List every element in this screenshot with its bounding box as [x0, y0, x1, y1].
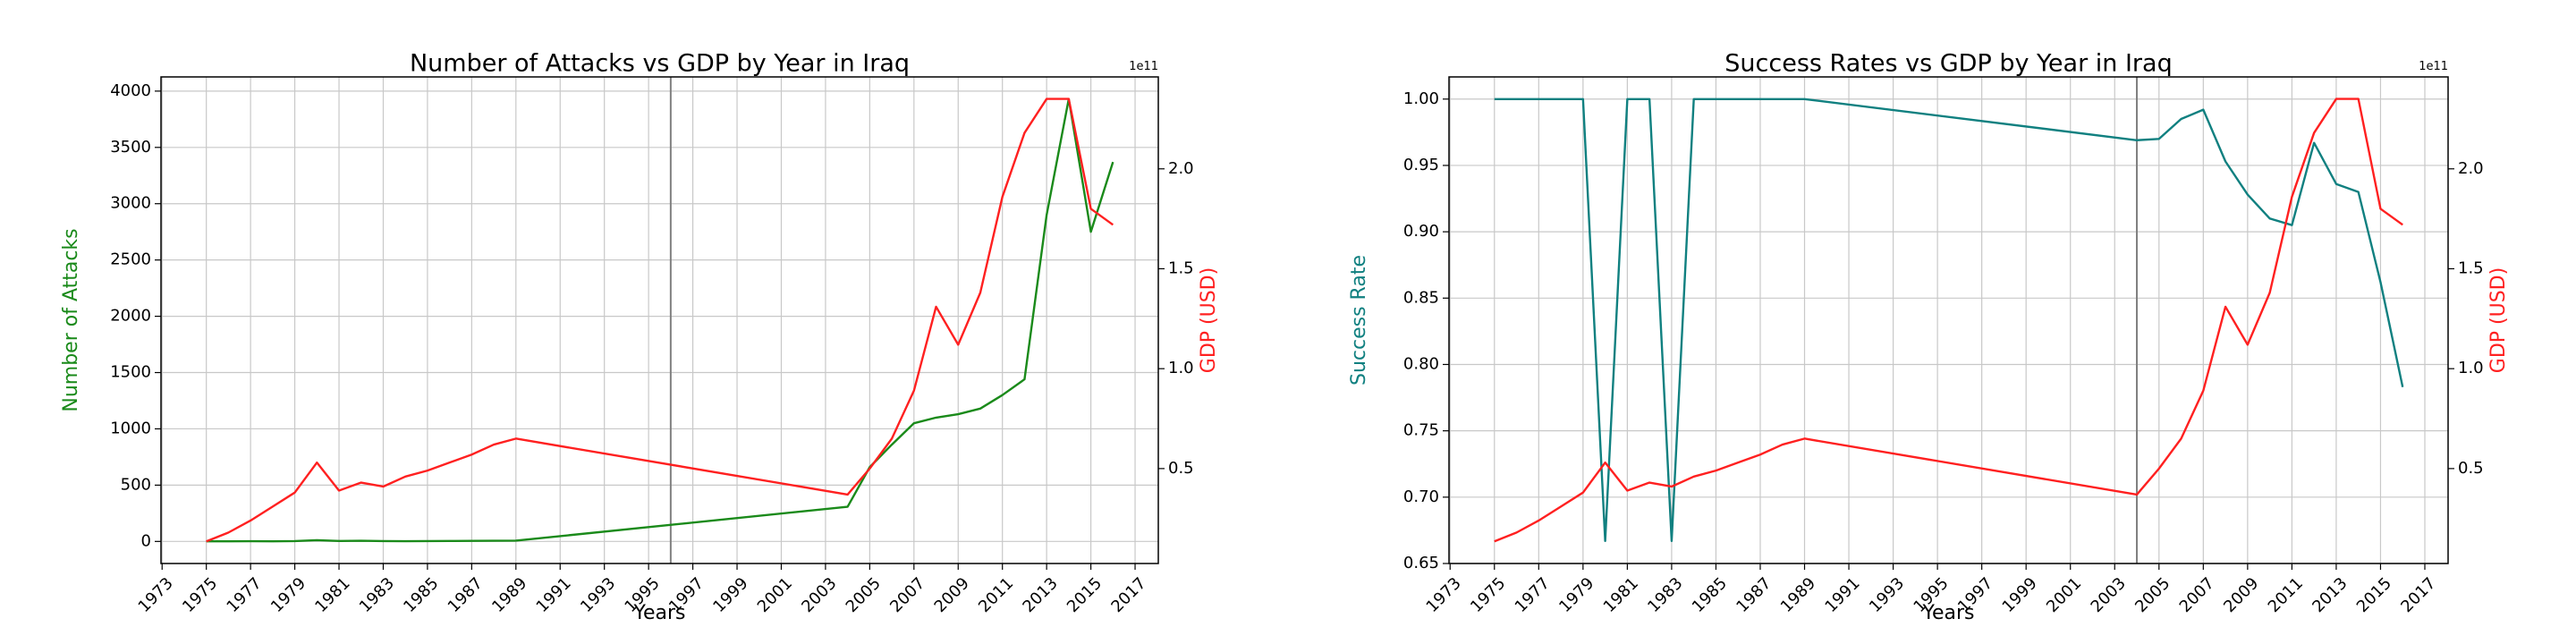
y-tick-label: 1.00	[1403, 89, 1439, 108]
x-tick-label: 2007	[2176, 574, 2218, 616]
y-tick-label: 4000	[110, 81, 151, 100]
x-tick-label: 1975	[1467, 574, 1509, 616]
x-tick-label: 1977	[223, 574, 265, 616]
chart-title: Number of Attacks vs GDP by Year in Iraq	[410, 50, 910, 78]
chart-title: Success Rates vs GDP by Year in Iraq	[1724, 50, 2172, 78]
y2-axis-label: GDP (USD)	[1198, 267, 1220, 373]
x-tick-label: 2015	[2353, 574, 2395, 616]
plot-frame	[160, 76, 1159, 564]
y2-tick-label: 1.5	[1168, 258, 1194, 277]
x-tick-label: 1981	[1600, 574, 1642, 616]
series-line	[206, 97, 1114, 543]
x-tick-label: 2003	[2088, 574, 2130, 616]
y2-tick-label: 1.0	[2458, 359, 2484, 377]
y-tick-label: 1000	[110, 419, 151, 437]
axis-offset: 1e11	[2419, 60, 2448, 73]
y-tick-label: 0.65	[1403, 554, 1439, 572]
x-tick-label: 1991	[533, 574, 575, 616]
y2-tick-label: 2.0	[2458, 159, 2484, 178]
x-tick-label: 1989	[1777, 574, 1819, 616]
x-tick-label: 1973	[1423, 574, 1465, 616]
x-tick-label: 1993	[1866, 574, 1908, 616]
axis-offset: 1e11	[1129, 60, 1158, 73]
y2-tick-label: 0.5	[2458, 459, 2484, 478]
y2-tick-label: 1.0	[1168, 359, 1194, 377]
x-tick-label: 1989	[488, 574, 530, 616]
y-tick-label: 3000	[110, 194, 151, 213]
x-tick-label: 2015	[1063, 574, 1106, 616]
x-tick-label: 2001	[2043, 574, 2085, 616]
series-line	[1494, 97, 2403, 543]
y-axis-label: Success Rate	[1348, 255, 1370, 386]
y-tick-label: 2500	[110, 250, 151, 269]
x-tick-label: 2009	[931, 574, 973, 616]
y-tick-label: 0.85	[1403, 288, 1439, 307]
x-tick-label: 1975	[179, 574, 221, 616]
x-tick-label: 2011	[2265, 574, 2307, 616]
y-tick-label: 0.75	[1403, 421, 1439, 440]
x-tick-label: 1977	[1512, 574, 1554, 616]
y-axis-label: Number of Attacks	[60, 228, 82, 411]
y-tick-label: 0.70	[1403, 487, 1439, 506]
y-tick-label: 0.80	[1403, 354, 1439, 373]
x-tick-label: 2009	[2220, 574, 2262, 616]
x-tick-label: 1979	[267, 574, 309, 616]
x-tick-label: 2011	[975, 574, 1017, 616]
x-tick-label: 1983	[1644, 574, 1686, 616]
x-tick-label: 1983	[356, 574, 398, 616]
x-tick-label: 2007	[886, 574, 928, 616]
x-tick-label: 2001	[754, 574, 796, 616]
x-tick-label: 2005	[2131, 574, 2174, 616]
x-tick-label: 2003	[798, 574, 840, 616]
x-tick-label: 2017	[1107, 574, 1149, 616]
y-tick-label: 0.95	[1403, 156, 1439, 174]
x-tick-label: 2017	[2397, 574, 2439, 616]
x-tick-label: 2005	[843, 574, 885, 616]
x-tick-label: 2013	[1019, 574, 1061, 616]
x-tick-label: 2013	[2309, 574, 2351, 616]
y2-tick-label: 0.5	[1168, 459, 1194, 478]
series-line	[1494, 97, 2404, 542]
series-line	[206, 97, 1114, 543]
x-tick-label: 1985	[400, 574, 442, 616]
x-axis-label: Years	[632, 602, 685, 624]
x-axis-label: Years	[1921, 602, 1974, 624]
y-tick-label: 500	[121, 475, 151, 494]
x-tick-label: 1999	[709, 574, 751, 616]
x-tick-label: 1987	[445, 574, 487, 616]
y2-tick-label: 2.0	[1168, 159, 1194, 178]
x-tick-label: 1979	[1555, 574, 1597, 616]
x-tick-label: 1981	[311, 574, 353, 616]
x-tick-label: 1985	[1689, 574, 1731, 616]
plot-frame	[1448, 76, 2449, 564]
x-tick-label: 1991	[1821, 574, 1863, 616]
y2-tick-label: 1.5	[2458, 258, 2484, 277]
y2-axis-label: GDP (USD)	[2487, 267, 2510, 373]
y-tick-label: 1500	[110, 363, 151, 382]
y-tick-label: 0.90	[1403, 222, 1439, 241]
x-tick-label: 1973	[135, 574, 177, 616]
y-tick-label: 2000	[110, 307, 151, 326]
x-tick-label: 1999	[1999, 574, 2041, 616]
y-tick-label: 3500	[110, 138, 151, 157]
x-tick-label: 1987	[1733, 574, 1775, 616]
y-tick-label: 0	[141, 531, 151, 550]
x-tick-label: 1993	[577, 574, 619, 616]
